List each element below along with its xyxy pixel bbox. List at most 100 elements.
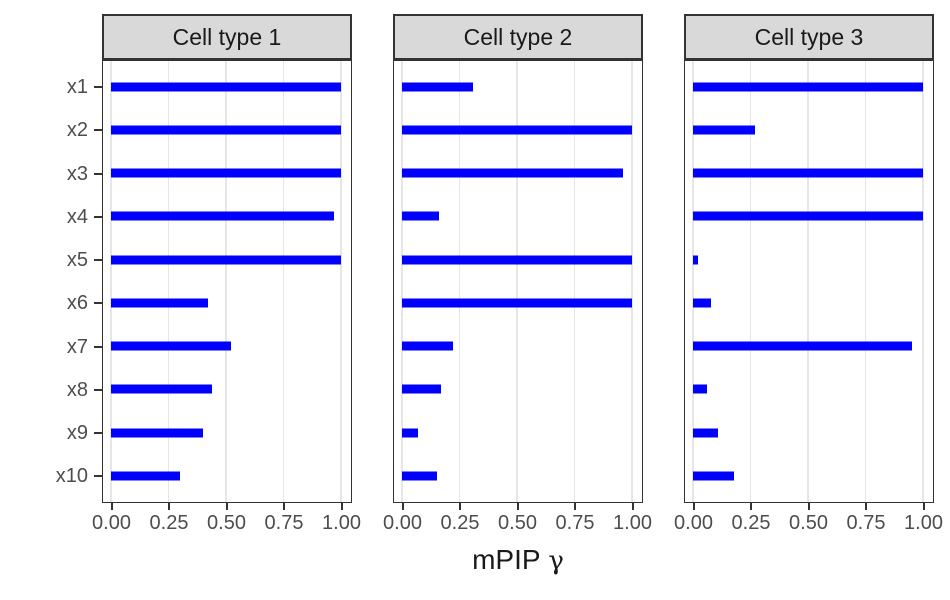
gridline [749,61,752,502]
y-tick-label-x7: x7 [66,335,88,358]
gridline [340,61,342,502]
x-axis-tick [516,503,519,510]
x-tick-label-0.50: 0.50 [789,512,828,534]
x-tick-label-0.25: 0.25 [149,512,189,534]
x-axis-tick [340,503,343,510]
x-axis-tick [110,503,113,510]
bar-x6 [402,298,632,308]
x-axis-tick [574,503,576,510]
bar-x10 [402,471,437,481]
gridline [458,61,461,502]
y-tick-label-x5: x5 [66,249,88,271]
y-tick-label-x6: x6 [66,292,88,315]
gridline [573,61,576,502]
x-axis-tick [168,503,170,510]
y-tick-label-x10: x10 [55,465,88,488]
bar-x9 [111,428,203,437]
bar-x6 [693,298,712,308]
x-axis-title-text: mPIP [472,544,541,575]
bar-x5 [402,255,632,264]
x-axis-tick [807,503,810,510]
y-tick-label-x1: x1 [66,76,88,98]
bar-x5 [111,255,341,264]
bar-x10 [111,471,180,481]
y-tick-label-x9: x9 [66,422,88,444]
y-axis-tick [94,172,102,175]
bar-x8 [402,384,442,394]
gridline [692,61,694,502]
y-axis-tick [94,259,102,261]
bar-x10 [693,471,735,481]
bar-x7 [693,341,912,351]
x-tick-label-0.50: 0.50 [207,512,246,534]
y-tick-label-x8: x8 [66,378,88,401]
bar-x2 [693,125,756,135]
x-tick-label-0.00: 0.00 [674,512,713,534]
y-axis-tick [94,215,102,218]
x-tick-label-0.25: 0.25 [731,512,771,534]
facet-strip-1: Cell type 1 [102,14,352,60]
y-axis-tick [94,302,102,305]
x-tick-label-1.00: 1.00 [904,512,943,534]
y-axis-tick [94,345,102,348]
facet-panel-3 [684,60,934,503]
gridline [922,61,924,502]
facet-strip-2: Cell type 2 [393,14,643,60]
gridline [110,61,112,502]
bar-x7 [111,341,231,351]
x-tick-label-0.75: 0.75 [846,512,886,534]
y-axis-tick [94,388,102,391]
bar-x8 [111,384,213,394]
x-axis-tick [865,503,867,510]
bar-x5 [693,255,698,264]
x-axis-tick [692,503,695,510]
gridline [864,61,867,502]
x-tick-label-1.00: 1.00 [322,512,361,534]
y-axis-tick [94,86,102,88]
x-axis-tick [225,503,228,510]
x-tick-label-1.00: 1.00 [613,512,652,534]
y-tick-label-x3: x3 [66,162,88,185]
bar-x3 [693,168,923,178]
facet-panel-1 [102,60,352,503]
gridline [225,61,227,502]
gridline [401,61,403,502]
bar-x9 [402,428,419,437]
x-axis-tick [401,503,404,510]
gridline [631,61,633,502]
x-tick-label-0.25: 0.25 [440,512,480,534]
x-axis-tick [459,503,461,510]
y-axis-tick [94,475,102,478]
gridline [516,61,518,502]
bar-x1 [693,82,923,91]
gridline [807,61,809,502]
x-tick-label-0.50: 0.50 [498,512,537,534]
bar-x6 [111,298,208,308]
facet-strip-3: Cell type 3 [684,14,934,60]
gridline [282,61,285,502]
bar-x4 [402,211,439,221]
bar-x2 [402,125,632,135]
bar-x9 [693,428,719,437]
bar-x4 [111,211,335,221]
bar-x8 [693,384,707,394]
y-axis-tick [94,432,102,434]
facet-strip-label: Cell type 1 [172,23,282,50]
bar-x7 [402,341,453,351]
facet-strip-label: Cell type 2 [463,23,573,50]
bar-x1 [111,82,341,91]
gridline [167,61,170,502]
x-tick-label-0.00: 0.00 [383,512,422,534]
facet-panel-2 [393,60,643,503]
y-tick-label-x2: x2 [66,119,88,142]
x-axis-tick [631,503,634,510]
y-axis-tick [94,129,102,132]
x-axis-tick [750,503,752,510]
gamma-symbol: γ [548,546,564,576]
x-axis-tick [922,503,925,510]
bar-x4 [693,211,923,221]
y-tick-label-x4: x4 [66,205,88,228]
x-tick-label-0.00: 0.00 [92,512,131,534]
bar-x3 [402,168,623,178]
